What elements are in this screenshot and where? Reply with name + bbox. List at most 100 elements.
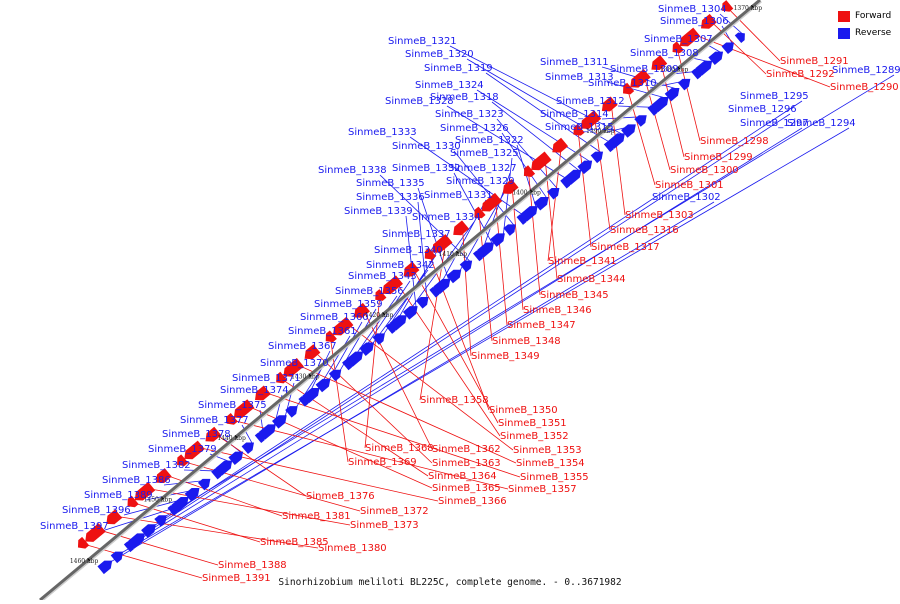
reverse-gene-arrow	[577, 160, 593, 175]
forward-gene-arrow	[403, 261, 420, 277]
reverse-gene-arrow	[691, 68, 702, 80]
axis-tick-label: 1450 kbp	[144, 497, 173, 504]
forward-gene-label: SinmeB_1365	[432, 483, 501, 494]
forward-gene-label: SinmeB_1347	[507, 320, 576, 331]
reverse-gene-label: SinmeB_1304	[658, 4, 727, 15]
forward-gene-label: SinmeB_1385	[260, 537, 329, 548]
forward-leader-line	[547, 144, 562, 262]
reverse-gene-label: SinmeB_1331	[424, 190, 493, 201]
reverse-gene-arrow	[315, 378, 331, 393]
reverse-leader-line	[466, 58, 613, 145]
forward-gene-arrow	[325, 330, 337, 343]
reverse-gene-label: SinmeB_1320	[405, 49, 474, 60]
axis-tick-label: 1390 kbp	[586, 128, 615, 135]
reverse-gene-label: SinmeB_1342	[366, 260, 435, 271]
reverse-gene-label: SinmeB_1329	[446, 176, 515, 187]
forward-gene-arrow	[177, 454, 189, 466]
forward-gene-label: SinmeB_1349	[471, 351, 540, 362]
forward-leader-line	[693, 34, 831, 88]
forward-gene-arrow	[205, 426, 222, 442]
axis-tick-mark	[751, 5, 755, 8]
reverse-gene-label: SinmeB_1367	[268, 341, 337, 352]
forward-gene-label: SinmeB_1298	[700, 136, 769, 147]
reverse-leader-line	[143, 113, 791, 536]
reverse-gene-arrow	[385, 323, 396, 334]
forward-gene-arrow	[375, 289, 387, 301]
reverse-gene-arrow	[372, 333, 385, 345]
forward-gene-label: SinmeB_1341	[548, 256, 617, 267]
reverse-gene-label: SinmeB_1312	[556, 96, 625, 107]
reverse-leader-line	[476, 89, 591, 163]
reverse-gene-arrow	[228, 451, 244, 466]
forward-gene-label: SinmeB_1373	[350, 520, 419, 531]
reverse-gene-label: SinmeB_1306	[660, 16, 729, 27]
reverse-gene-label: SinmeB_1315	[545, 122, 614, 133]
forward-gene-label: SinmeB_1350	[489, 405, 558, 416]
forward-gene-label: SinmeB_1344	[557, 274, 626, 285]
axis-tick-mark	[530, 189, 533, 193]
axis-tick-mark	[603, 128, 607, 131]
forward-gene-label: SinmeB_1316	[610, 225, 679, 236]
reverse-gene-label: SinmeB_1309	[610, 64, 679, 75]
forward-gene-label: SinmeB_1358	[420, 395, 489, 406]
reverse-gene-label: SinmeB_1323	[435, 109, 504, 120]
reverse-gene-label: SinmeB_1377	[180, 415, 249, 426]
reverse-gene-arrow	[211, 468, 222, 480]
forward-gene-label: SinmeB_1372	[360, 506, 429, 517]
axis-shadow	[40, 0, 762, 603]
forward-gene-arrow	[623, 82, 635, 95]
forward-gene-arrow	[424, 247, 437, 260]
forward-gene-label: SinmeB_1376	[306, 491, 375, 502]
forward-gene-arrow	[354, 302, 370, 318]
forward-gene-label: SinmeB_1301	[655, 180, 724, 191]
reverse-gene-label: SinmeB_1334	[412, 212, 481, 223]
forward-gene-arrow	[552, 137, 569, 153]
reverse-leader-line	[241, 424, 253, 444]
axis-tick-label: 1440 kbp	[217, 435, 246, 442]
reverse-gene-arrow	[446, 269, 462, 284]
reverse-gene-arrow	[634, 115, 647, 127]
forward-gene-label: SinmeB_1299	[684, 152, 753, 163]
forward-gene-label: SinmeB_1290	[830, 82, 899, 93]
forward-leader-line	[429, 254, 490, 411]
reverse-gene-arrow	[154, 515, 167, 527]
reverse-leader-line	[372, 269, 429, 345]
forward-gene-arrow	[523, 165, 536, 177]
legend-reverse-label: Reverse	[855, 28, 892, 38]
forward-gene-label: SinmeB_1368	[365, 443, 434, 454]
reverse-gene-arrow	[402, 306, 418, 320]
forward-gene-arrow	[651, 55, 668, 71]
reverse-gene-arrow	[342, 359, 353, 371]
reverse-gene-label: SinmeB_1318	[430, 92, 499, 103]
reverse-gene-arrow	[359, 342, 374, 356]
forward-gene-label: SinmeB_1346	[523, 305, 592, 316]
reverse-leader-line	[409, 136, 526, 217]
reverse-gene-label: SinmeB_1340	[374, 245, 443, 256]
forward-leader-line	[627, 89, 656, 186]
forward-swatch	[838, 10, 850, 22]
reverse-gene-label: SinmeB_1371	[232, 373, 301, 384]
axis-tick-mark	[161, 496, 165, 500]
reverse-gene-arrow	[647, 105, 658, 116]
reverse-gene-label: SinmeB_1328	[385, 96, 454, 107]
forward-gene-label: SinmeB_1355	[520, 472, 589, 483]
genome-axis	[39, 0, 762, 603]
reverse-gene-arrow	[416, 297, 429, 309]
reverse-gene-label: SinmeB_1359	[314, 299, 383, 310]
forward-gene-label: SinmeB_1348	[492, 336, 561, 347]
reverse-gene-label: SinmeB_1319	[424, 63, 493, 74]
reverse-gene-label: SinmeB_1335	[356, 178, 425, 189]
forward-gene-arrow	[184, 440, 205, 460]
forward-gene-label: SinmeB_1366	[438, 496, 507, 507]
reverse-gene-label: SinmeB_1370	[260, 358, 329, 369]
axis-tick-mark	[308, 374, 312, 377]
reverse-gene-arrow	[110, 551, 124, 564]
reverse-gene-arrow	[184, 487, 200, 502]
reverse-leader-line	[132, 127, 803, 545]
forward-gene-label: SinmeB_1303	[625, 210, 694, 221]
reverse-gene-label: SinmeB_1295	[740, 91, 809, 102]
reverse-gene-label: SinmeB_1396	[62, 505, 131, 516]
reverse-gene-label: SinmeB_1332	[392, 163, 461, 174]
reverse-gene-label: SinmeB_1311	[540, 57, 609, 68]
